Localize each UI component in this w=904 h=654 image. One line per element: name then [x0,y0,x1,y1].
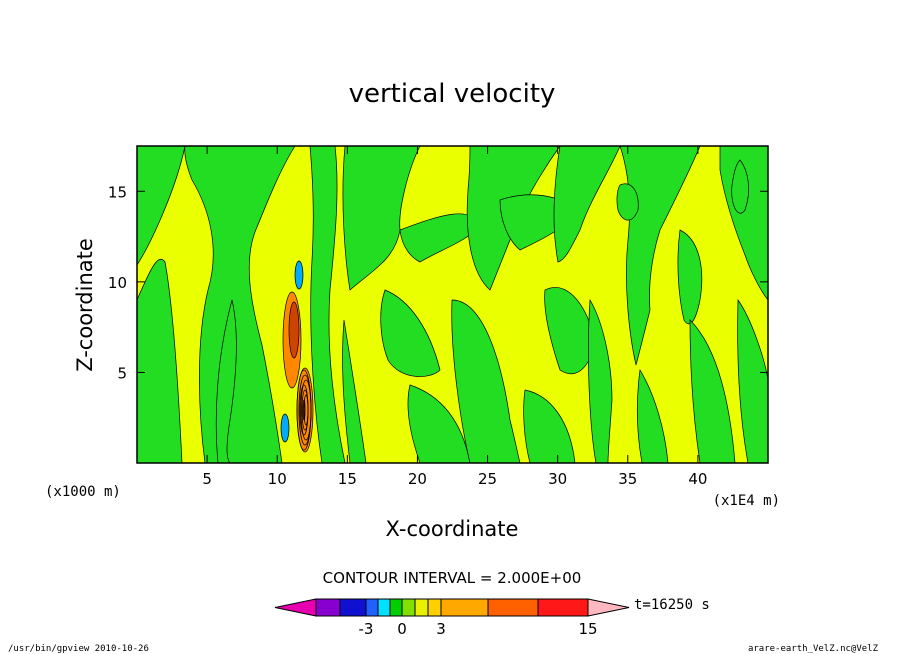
y-axis-label: Z-coordinate [73,238,97,372]
colorbar: -3 0 3 15 [274,598,630,638]
contour-band-4 [215,299,237,464]
colorbar-segment [365,598,379,617]
contour-band-25 [616,183,639,221]
colorbar-segment [440,598,489,617]
contour-band-9 [380,289,441,377]
y-tick-label: 10 [108,274,127,292]
x-tick-label: 40 [688,470,707,488]
x-tick-label: 30 [548,470,567,488]
contour-band-7 [399,213,481,263]
colorbar-segment [487,598,539,617]
footer-right: arare-earth_VelZ.nc@VelZ [748,644,879,654]
plot-area [136,145,769,464]
contour-band-17 [588,298,613,464]
dense-contour-7 [302,399,306,421]
y-axis: 5 10 15 [108,183,768,382]
colorbar-segment [401,598,416,617]
colorbar-segment [587,598,630,617]
updraft-core-inner [288,301,300,359]
colorbar-segment [427,598,442,617]
dense-contour-6 [303,394,309,426]
y-tick-label: 5 [117,364,127,382]
x-tick-label: 10 [268,470,287,488]
colorbar-segment [389,598,403,617]
footer-left: /usr/bin/gpview 2010-10-26 [8,644,149,654]
colorbar-tick-label: -3 [359,620,374,638]
x-tick-label: 35 [618,470,637,488]
contour-band-15 [544,287,596,375]
x-axis: 5 10 15 20 25 30 35 40 [202,146,707,488]
colorbar-segment [537,598,589,617]
plot-frame [136,145,769,464]
contour-band-1 [136,145,186,267]
x-tick-label: 25 [478,470,497,488]
dense-contour-3 [300,379,312,441]
colorbar-tick-label: 15 [578,620,597,638]
x-tick-label: 20 [408,470,427,488]
colorbar-tick-label: 3 [436,620,446,638]
colorbar-segment [274,598,317,617]
contour-band-14 [553,145,621,263]
contour-band-2 [136,258,183,464]
colorbar-segment [339,598,367,617]
x-unit-right: (x1E4 m) [713,493,780,509]
colorbar-segment [315,598,341,617]
contour-band-24 [731,159,749,214]
colorbar-segment [414,598,429,617]
x-tick-label: 5 [202,470,212,488]
chart-title: vertical velocity [349,79,556,109]
contour-band-18 [619,145,701,366]
colorbar-tick-label: 0 [397,620,407,638]
x-axis-label: X-coordinate [386,517,519,541]
downdraft-upper [294,260,304,290]
x-unit-left: (x1000 m) [45,484,121,500]
downdraft-lower [280,413,290,443]
contour-band-12 [451,299,521,464]
x-tick-label: 15 [338,470,357,488]
contour-band-20 [677,229,703,325]
y-tick-label: 15 [108,183,127,201]
colorbar-segment [377,598,391,617]
contour-interval-label: CONTOUR INTERVAL = 2.000E+00 [323,569,582,587]
contour-field [136,145,769,464]
time-label: t=16250 s [634,597,710,613]
contour-band-6 [342,145,421,291]
